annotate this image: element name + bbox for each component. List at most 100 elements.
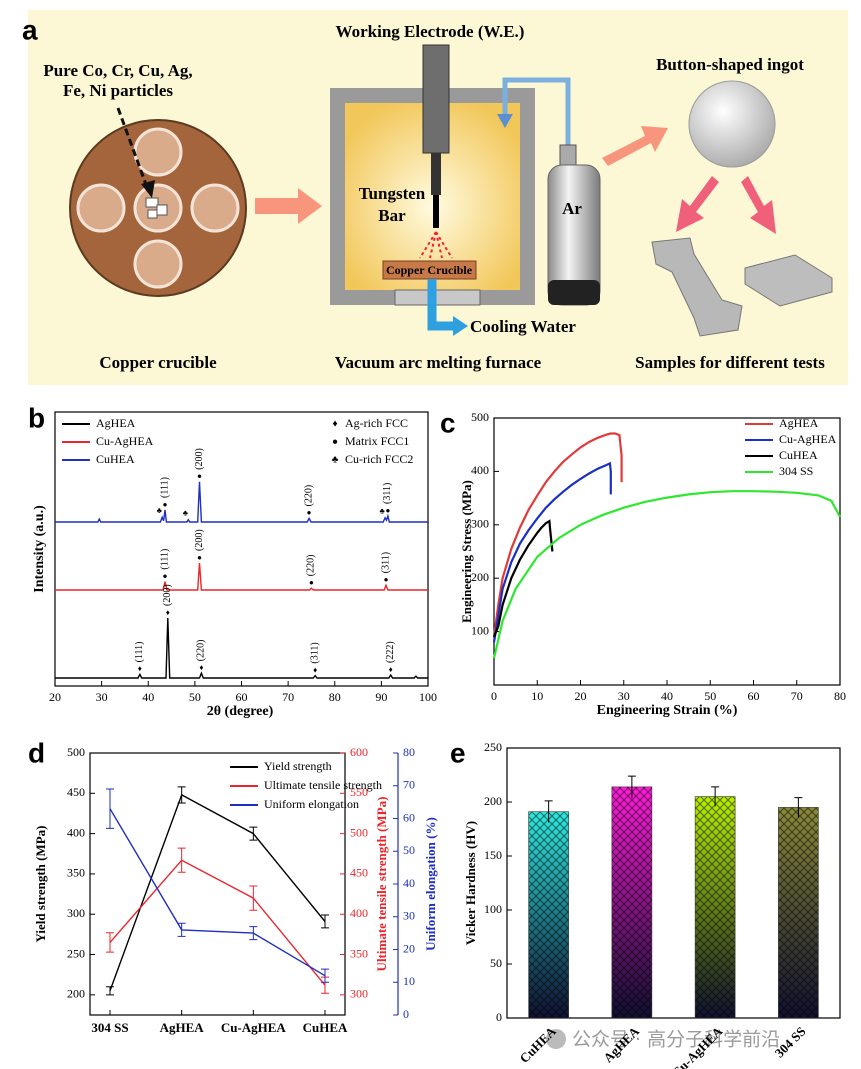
y2-tick-label: 500: [350, 825, 368, 839]
tungsten-label: Tungsten: [359, 184, 426, 203]
bar-hatch: [528, 811, 569, 1019]
x-tick-label: 80: [834, 689, 846, 703]
y3-tick-label: 60: [403, 810, 415, 824]
x-tick-label: 50: [704, 689, 716, 703]
gas-pipe: [502, 77, 571, 150]
x-tick-label: Cu-AgHEA: [221, 1020, 287, 1035]
x-tick-label: 100: [419, 690, 437, 704]
phase-legend-label: Ag-rich FCC: [345, 416, 408, 430]
cooling-pipe: [427, 279, 455, 331]
split-arrow: [676, 176, 719, 232]
y-tick-label: 200: [484, 794, 502, 808]
y-tick-label: 400: [67, 825, 85, 839]
arc: [419, 231, 453, 259]
x-tick-label: AgHEA: [160, 1020, 205, 1035]
split-arrow: [741, 176, 776, 234]
series-line: [55, 481, 428, 523]
bar-hatch: [694, 796, 736, 1019]
series-line: [109, 859, 326, 986]
y3-tick-label: 80: [403, 745, 415, 759]
peak-label: (311): [309, 642, 320, 663]
ingot-label: Button-shaped ingot: [656, 55, 804, 74]
legend-label: Cu-AgHEA: [779, 432, 837, 446]
error-bar: [627, 775, 636, 798]
y-axis-title: Yield strength (MPa): [33, 826, 48, 943]
error-bar: [177, 786, 186, 804]
error-bar: [249, 826, 258, 841]
series-line: [492, 461, 612, 643]
x-tick-label: 40: [142, 690, 154, 704]
panel-a: a Pure Co, Cr, Cu, Ag, Fe, Ni particles …: [22, 10, 848, 385]
y-tick-label: 500: [67, 745, 85, 759]
peak-label: (200): [162, 584, 173, 606]
particles-label: Fe, Ni particles: [63, 81, 173, 100]
error-bar: [249, 885, 258, 911]
y-tick-label: 100: [484, 902, 502, 916]
x-tick-label: 60: [748, 689, 760, 703]
peak-label: (200): [194, 448, 205, 470]
phase-symbol: ♦: [199, 663, 203, 672]
error-bar: [321, 968, 329, 983]
y-tick-label: 100: [471, 623, 489, 637]
cooling-label: Cooling Water: [470, 317, 576, 336]
caption: Vacuum arc melting furnace: [335, 353, 542, 372]
error-bar: [794, 797, 803, 818]
y-tick-label: 300: [471, 517, 489, 531]
y3-tick-label: 70: [403, 778, 415, 792]
series-line: [109, 808, 326, 977]
dashed-arrow: [116, 107, 150, 191]
phase-symbol: ♣: [157, 506, 163, 515]
error-bar: [177, 922, 186, 937]
legend-label: AgHEA: [779, 416, 819, 430]
plate-sample: [744, 254, 833, 307]
tensile-sample: [651, 237, 743, 337]
particles: [145, 197, 168, 219]
phase-legend-symbol: ♣: [332, 454, 339, 465]
x-axis-title: Engineering Strain (%): [597, 703, 738, 718]
phase-symbol: ●: [163, 500, 168, 509]
crucible-label: Copper Crucible: [386, 263, 473, 277]
phase-legend-symbol: ●: [332, 436, 338, 447]
phase-symbol: ♦: [313, 665, 317, 674]
caption: Samples for different tests: [635, 353, 825, 372]
y-tick-label: 250: [484, 740, 502, 754]
legend-label: Cu-AgHEA: [96, 434, 154, 448]
series-line: [109, 793, 326, 992]
x-tick-label: 80: [329, 690, 341, 704]
y2-tick-label: 600: [350, 745, 368, 759]
y-tick-label: 200: [471, 570, 489, 584]
phase-symbol: ●: [197, 472, 202, 481]
legend-label: AgHEA: [96, 416, 136, 430]
y2-tick-label: 400: [350, 906, 368, 920]
series-line: [55, 617, 428, 679]
x-tick-label: 30: [96, 690, 108, 704]
phase-symbol: ●: [197, 553, 202, 562]
tungsten-label: Bar: [378, 206, 406, 225]
x-tick-label: 90: [375, 690, 387, 704]
peak-label: (311): [382, 483, 393, 504]
series-line: [55, 562, 428, 591]
y-tick-label: 200: [67, 987, 85, 1001]
legend-label: Ultimate tensile strength: [264, 778, 382, 792]
x-tick-label: 304 SS: [91, 1020, 128, 1035]
series-line: [492, 490, 841, 659]
y3-tick-label: 50: [403, 843, 415, 857]
x-tick-label: 20: [49, 690, 61, 704]
x-tick-label: 20: [575, 689, 587, 703]
cylinder-valve: [559, 144, 577, 168]
y-tick-label: 150: [484, 848, 502, 862]
y-tick-label: 500: [471, 410, 489, 424]
caption: Copper crucible: [99, 353, 217, 372]
error-bar: [249, 926, 258, 941]
peak-label: (220): [306, 555, 317, 577]
panel-label: e: [450, 737, 466, 768]
y-tick-label: 400: [471, 463, 489, 477]
arrow-head: [141, 180, 155, 198]
phase-symbol: ♦: [389, 665, 393, 674]
peak-label: (220): [303, 485, 314, 507]
peak-label: (111): [159, 477, 170, 498]
y-tick-label: 450: [67, 785, 85, 799]
electrode-rod: [431, 153, 441, 195]
peak-label: (222): [385, 641, 396, 663]
